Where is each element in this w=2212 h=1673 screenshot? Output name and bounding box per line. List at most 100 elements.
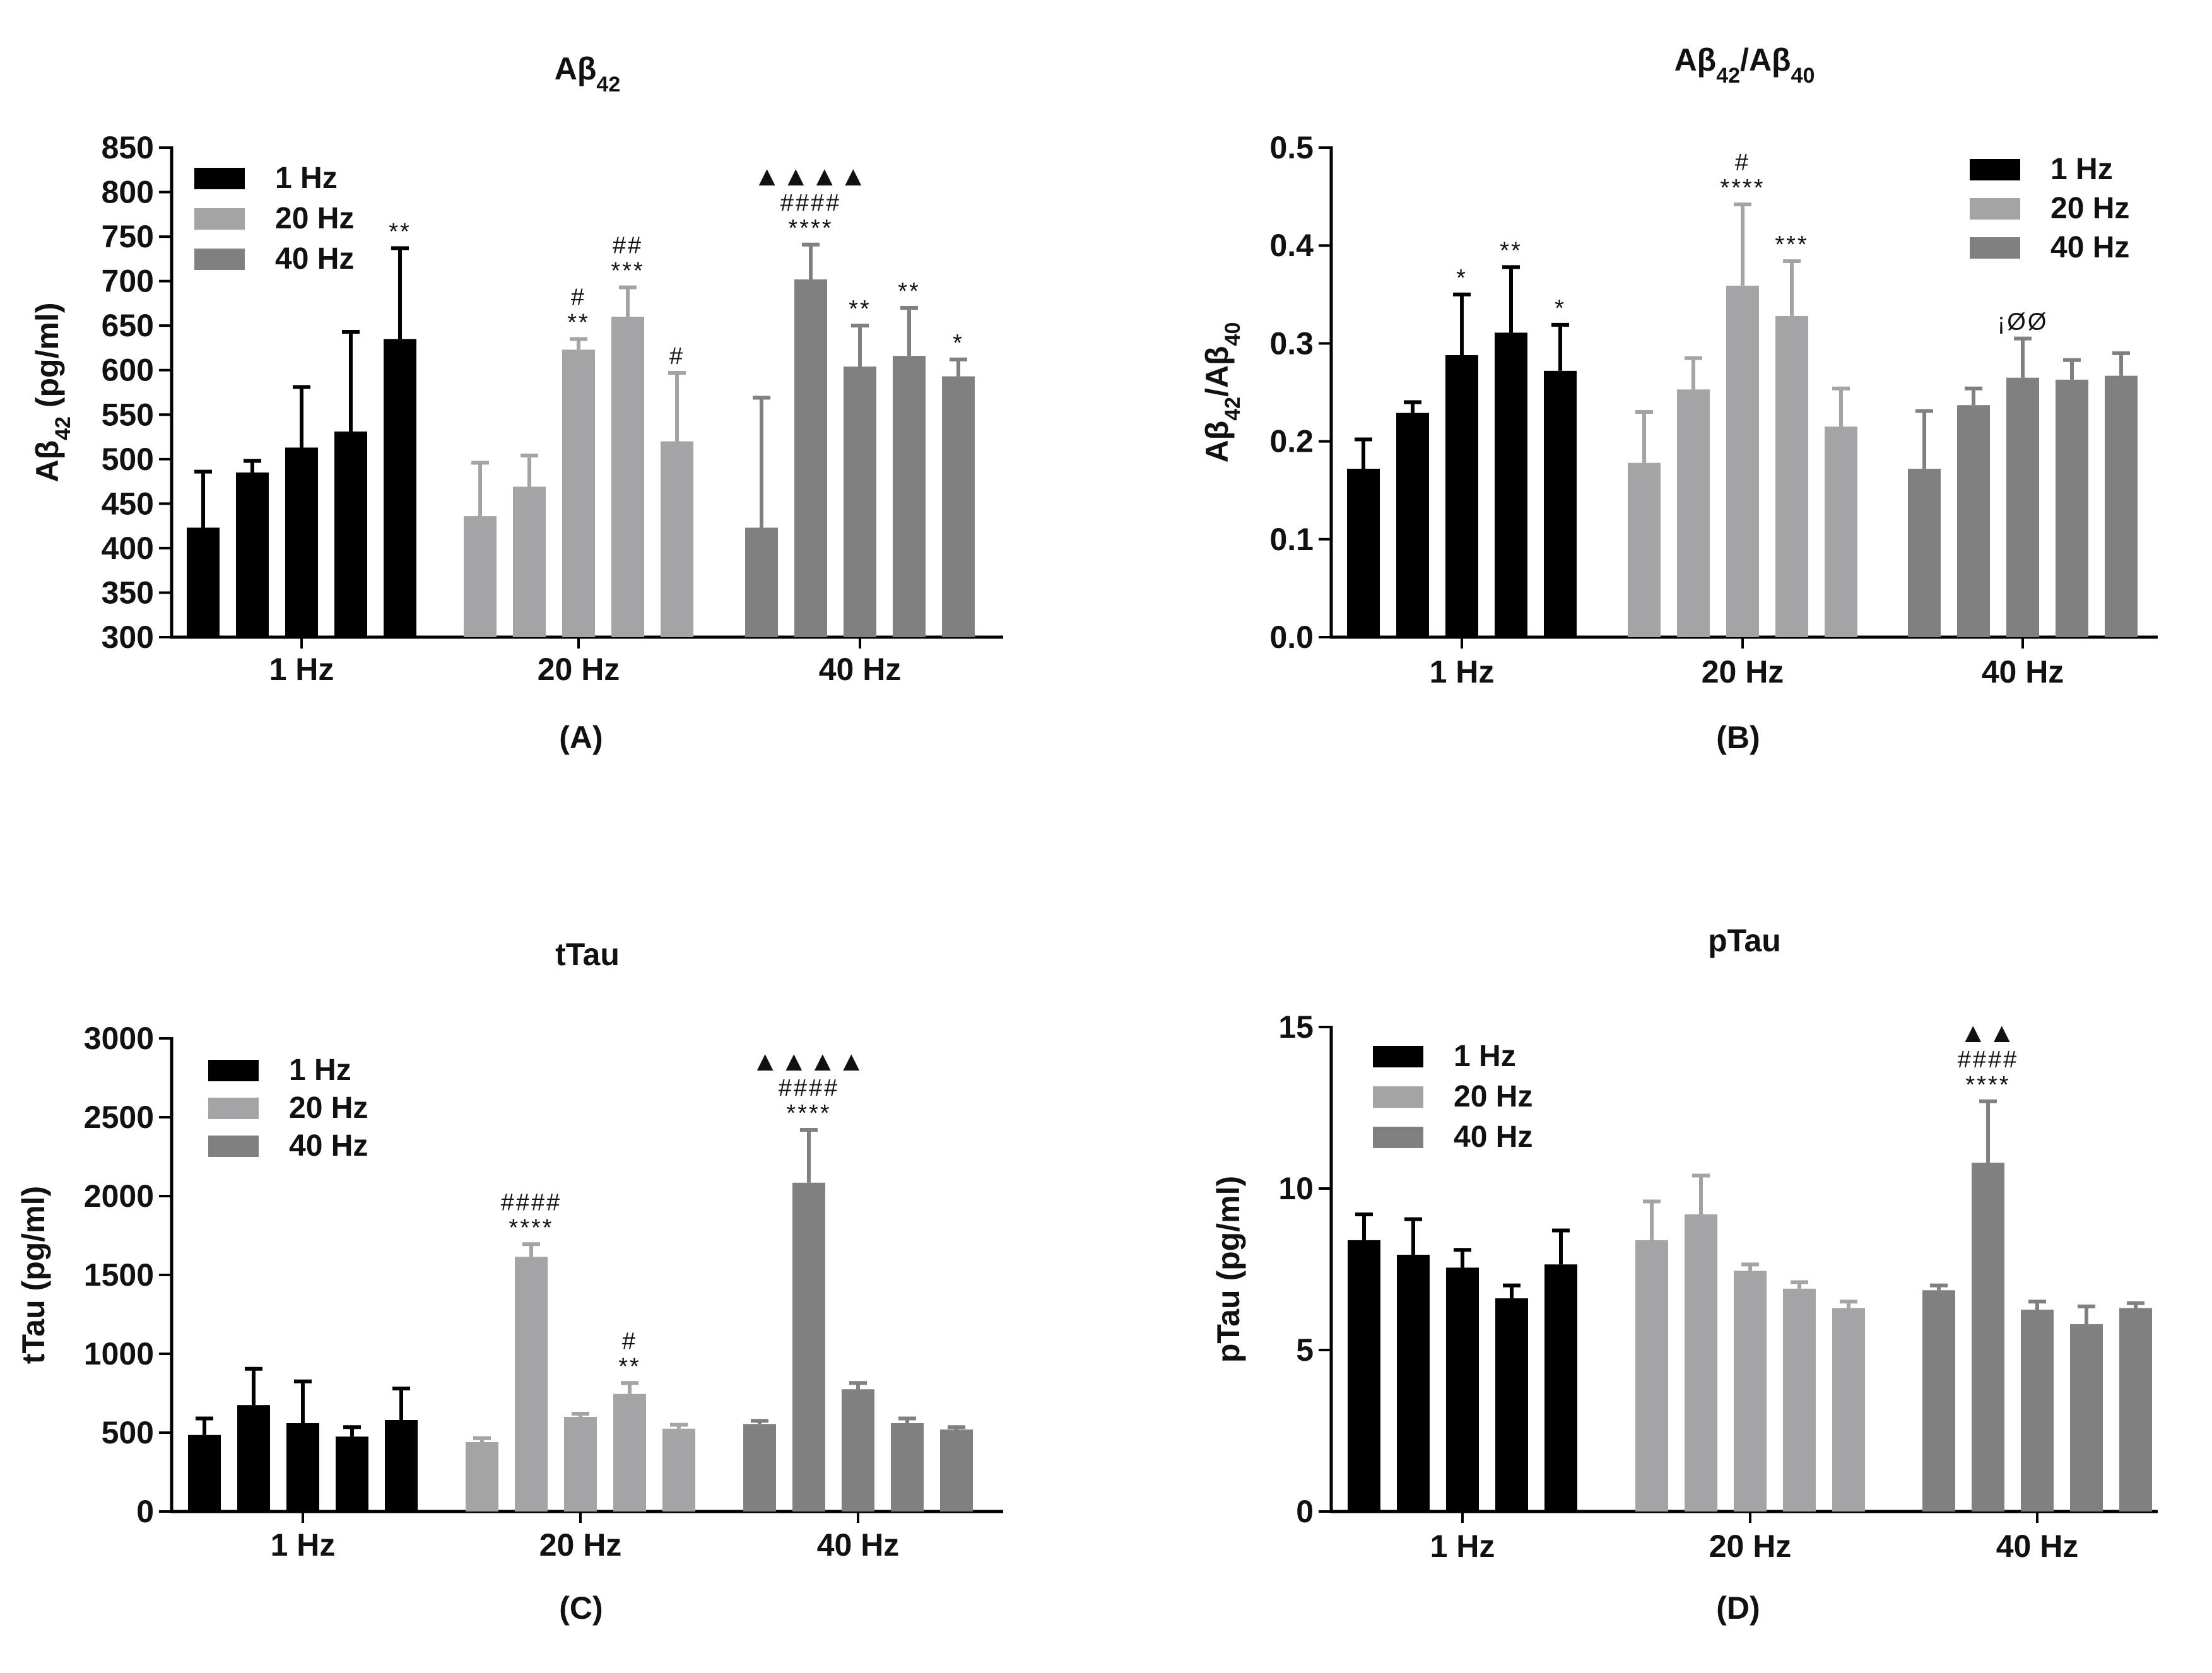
bar	[1922, 1290, 1955, 1512]
legend-label: 20 Hz	[289, 1091, 368, 1125]
significance-annotation: ####	[779, 1075, 840, 1101]
significance-annotation: *	[953, 330, 964, 356]
x-tick-label: 20 Hz	[539, 1527, 622, 1563]
significance-annotation: ####	[780, 190, 842, 216]
chart-title: pTau	[1708, 923, 1781, 958]
x-tick-label: 40 Hz	[1982, 654, 2064, 690]
y-tick-label: 2000	[84, 1178, 154, 1214]
bar	[334, 431, 367, 637]
y-tick-label: 550	[102, 397, 154, 432]
x-tick-label: 1 Hz	[1430, 654, 1495, 690]
bar	[2119, 1308, 2152, 1512]
y-tick-label: 10	[1278, 1171, 1314, 1206]
significance-annotation: **	[898, 278, 921, 305]
bar	[1783, 1288, 1816, 1512]
significance-annotation: ****	[1720, 175, 1765, 201]
bar	[1396, 413, 1429, 637]
significance-annotation: **	[567, 309, 590, 336]
bar	[285, 447, 318, 637]
legend-swatch	[1970, 198, 2020, 220]
bar	[188, 1435, 221, 1512]
y-axis-label: Aβ42/Aβ40	[1199, 322, 1245, 463]
x-tick-label: 1 Hz	[269, 652, 334, 687]
significance-annotation: **	[1500, 237, 1522, 264]
bar	[2006, 377, 2039, 637]
significance-annotation: #	[1735, 150, 1750, 176]
y-axis-label: tTau (pg/ml)	[16, 1186, 51, 1364]
legend-swatch	[208, 1060, 259, 1081]
y-tick-label: 0.2	[1269, 424, 1314, 459]
y-tick-label: 1500	[84, 1257, 154, 1293]
panel-b: Aβ42/Aβ400.00.10.20.30.40.5Aβ42/Aβ40****…	[1199, 42, 2158, 755]
legend-swatch	[1970, 159, 2020, 180]
y-tick-label: 600	[102, 353, 154, 388]
bar	[1677, 389, 1710, 637]
significance-annotation: **	[849, 296, 871, 322]
y-tick-label: 0.5	[1269, 130, 1314, 165]
bar	[286, 1423, 319, 1512]
y-tick-label: 0	[136, 1494, 154, 1529]
significance-annotation: ####	[1958, 1047, 2019, 1073]
bar	[236, 472, 269, 637]
legend-swatch	[1970, 237, 2020, 259]
bar	[792, 1182, 825, 1512]
significance-annotation: #	[622, 1328, 637, 1354]
significance-annotation: **	[389, 218, 411, 245]
bar	[842, 1389, 874, 1512]
significance-annotation: ##	[613, 233, 643, 259]
panel-label: (A)	[559, 720, 603, 755]
legend-swatch	[194, 208, 245, 230]
bar	[1726, 285, 1759, 637]
x-tick-label: 1 Hz	[1430, 1529, 1495, 1564]
x-tick-label: 20 Hz	[1709, 1529, 1792, 1564]
bar	[515, 1257, 548, 1512]
legend-label: 40 Hz	[1454, 1120, 1533, 1154]
y-tick-label: 500	[102, 1415, 154, 1450]
legend-label: 20 Hz	[1454, 1080, 1533, 1113]
bar	[743, 1424, 776, 1512]
significance-annotation: ▲▲▲▲	[753, 161, 868, 192]
y-tick-label: 300	[102, 619, 154, 655]
chart-title: Aβ42	[555, 51, 620, 97]
bar	[1446, 1267, 1479, 1512]
significance-annotation: *	[1456, 265, 1468, 291]
bar	[1775, 315, 1808, 637]
significance-annotation: #	[571, 284, 586, 310]
bar	[1825, 426, 1857, 637]
legend-label: 20 Hz	[2050, 192, 2129, 225]
significance-annotation: ****	[509, 1214, 553, 1241]
legend-swatch	[208, 1136, 259, 1157]
bar	[844, 367, 876, 637]
legend-label: 1 Hz	[1454, 1040, 1516, 1073]
bar	[1445, 355, 1478, 637]
x-tick-label: 40 Hz	[819, 652, 902, 687]
bar	[336, 1436, 368, 1512]
significance-annotation: ****	[788, 215, 833, 242]
bar	[1628, 462, 1661, 637]
bar	[745, 527, 778, 637]
x-tick-label: 20 Hz	[1702, 654, 1784, 690]
y-tick-label: 0.0	[1269, 619, 1314, 655]
legend-swatch	[1373, 1086, 1423, 1108]
bar	[1348, 1240, 1380, 1512]
significance-annotation: **	[618, 1353, 641, 1380]
chart-title: Aβ42/Aβ40	[1674, 42, 1815, 88]
bar	[893, 356, 926, 637]
y-tick-label: 0	[1296, 1494, 1314, 1529]
panel-a: Aβ42 300 350 400 450 500 550 600 650 700 750 800 850…	[30, 51, 1003, 755]
bar	[1635, 1240, 1668, 1512]
legend-swatch	[208, 1098, 259, 1119]
bar	[1495, 1298, 1528, 1512]
significance-annotation: ****	[786, 1100, 831, 1127]
y-tick-label: 750	[102, 219, 154, 254]
y-tick-label: 400	[102, 531, 154, 566]
y-tick-label: 0.1	[1269, 522, 1314, 557]
bar	[464, 516, 497, 637]
significance-annotation: ***	[611, 258, 644, 285]
bar	[2056, 379, 2088, 637]
bar	[1832, 1308, 1865, 1512]
bar	[942, 376, 975, 637]
panel-label: (B)	[1716, 720, 1760, 755]
bar	[384, 339, 416, 637]
